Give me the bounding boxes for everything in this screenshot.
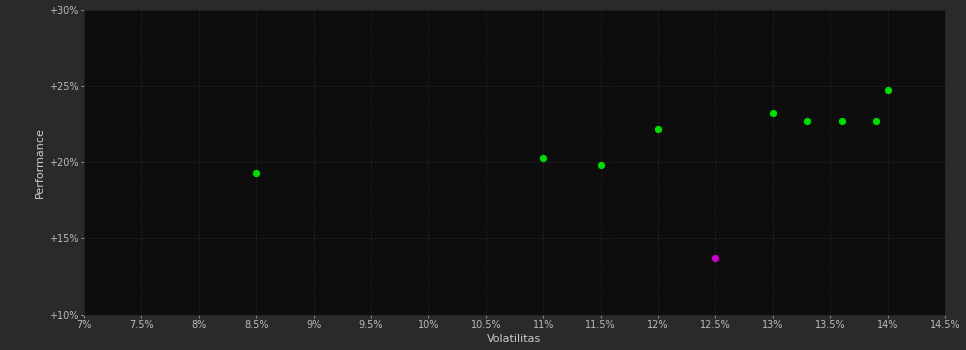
Point bbox=[868, 118, 884, 124]
Y-axis label: Performance: Performance bbox=[35, 127, 44, 198]
Point bbox=[765, 111, 781, 116]
Point bbox=[834, 118, 849, 124]
X-axis label: Volatilitas: Volatilitas bbox=[488, 335, 542, 344]
Point bbox=[650, 126, 666, 131]
Point bbox=[535, 155, 551, 160]
Point bbox=[800, 118, 815, 124]
Point bbox=[248, 170, 264, 176]
Point bbox=[880, 88, 895, 93]
Point bbox=[593, 162, 609, 168]
Point bbox=[708, 256, 724, 261]
